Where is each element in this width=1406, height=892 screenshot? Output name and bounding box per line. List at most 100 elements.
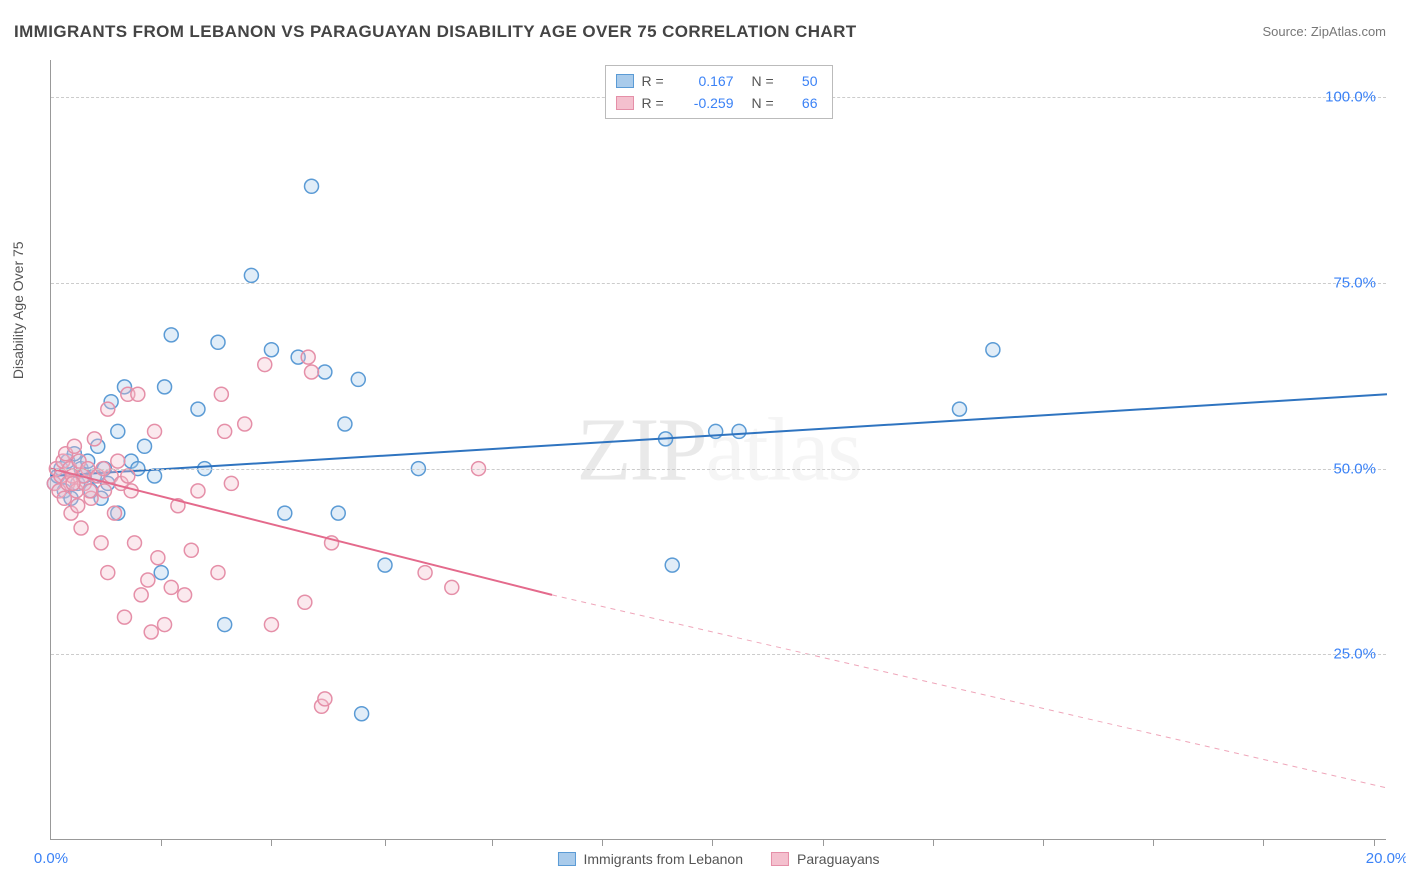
legend-item: Paraguayans	[771, 851, 880, 867]
scatter-point	[264, 618, 278, 632]
x-tick-mark	[385, 839, 386, 846]
scatter-point	[331, 506, 345, 520]
legend-swatch-pink	[616, 96, 634, 110]
scatter-point	[238, 417, 252, 431]
chart-title: IMMIGRANTS FROM LEBANON VS PARAGUAYAN DI…	[14, 22, 857, 42]
scatter-point	[111, 454, 125, 468]
scatter-point	[151, 551, 165, 565]
scatter-point	[318, 692, 332, 706]
legend-swatch-blue	[616, 74, 634, 88]
scatter-point	[305, 365, 319, 379]
scatter-point	[164, 328, 178, 342]
scatter-point	[111, 424, 125, 438]
gridline	[51, 469, 1386, 470]
legend-label: Immigrants from Lebanon	[583, 851, 743, 867]
scatter-point	[138, 439, 152, 453]
scatter-point	[418, 566, 432, 580]
legend-r-label: R =	[642, 70, 670, 92]
scatter-point	[278, 506, 292, 520]
scatter-point	[131, 387, 145, 401]
scatter-point	[732, 424, 746, 438]
scatter-point	[128, 536, 142, 550]
scatter-point	[986, 343, 1000, 357]
scatter-point	[117, 610, 131, 624]
legend-n-label: N =	[752, 92, 780, 114]
x-tick-label: 0.0%	[34, 850, 68, 867]
legend-n-value-pink: 66	[788, 92, 818, 114]
x-tick-mark	[271, 839, 272, 846]
scatter-point	[338, 417, 352, 431]
scatter-point	[158, 380, 172, 394]
scatter-point	[87, 432, 101, 446]
legend-r-value-pink: -0.259	[678, 92, 734, 114]
y-tick-label: 75.0%	[1333, 274, 1376, 291]
legend-stats: R = 0.167 N = 50 R = -0.259 N = 66	[605, 65, 833, 119]
x-tick-mark	[1263, 839, 1264, 846]
scatter-point	[154, 566, 168, 580]
source-label: Source: ZipAtlas.com	[1262, 24, 1386, 39]
trend-line	[51, 394, 1387, 476]
x-tick-mark	[1374, 839, 1375, 846]
scatter-point	[67, 439, 81, 453]
legend-swatch-pink	[771, 852, 789, 866]
y-tick-label: 25.0%	[1333, 646, 1376, 663]
scatter-point	[141, 573, 155, 587]
scatter-point	[445, 580, 459, 594]
scatter-point	[94, 536, 108, 550]
scatter-point	[107, 506, 121, 520]
scatter-point	[301, 350, 315, 364]
y-tick-label: 50.0%	[1333, 460, 1376, 477]
x-tick-mark	[492, 839, 493, 846]
scatter-point	[144, 625, 158, 639]
scatter-point	[184, 543, 198, 557]
chart-svg	[51, 60, 1386, 839]
scatter-point	[71, 499, 85, 513]
scatter-point	[66, 476, 80, 490]
scatter-point	[355, 707, 369, 721]
scatter-point	[134, 588, 148, 602]
x-tick-label: 20.0%	[1366, 850, 1406, 867]
scatter-point	[264, 343, 278, 357]
legend-bottom: Immigrants from Lebanon Paraguayans	[557, 851, 879, 867]
scatter-point	[164, 580, 178, 594]
scatter-point	[148, 424, 162, 438]
x-tick-mark	[823, 839, 824, 846]
scatter-point	[191, 484, 205, 498]
scatter-point	[158, 618, 172, 632]
x-tick-mark	[161, 839, 162, 846]
scatter-point	[101, 402, 115, 416]
gridline	[51, 654, 1386, 655]
scatter-point	[211, 566, 225, 580]
scatter-point	[224, 476, 238, 490]
scatter-point	[74, 521, 88, 535]
legend-r-label: R =	[642, 92, 670, 114]
scatter-point	[298, 595, 312, 609]
legend-n-value-blue: 50	[788, 70, 818, 92]
scatter-point	[218, 618, 232, 632]
scatter-point	[97, 484, 111, 498]
scatter-point	[318, 365, 332, 379]
scatter-point	[378, 558, 392, 572]
scatter-point	[211, 335, 225, 349]
x-tick-mark	[1043, 839, 1044, 846]
scatter-point	[351, 372, 365, 386]
scatter-point	[218, 424, 232, 438]
legend-stats-row: R = -0.259 N = 66	[616, 92, 818, 114]
scatter-point	[83, 484, 97, 498]
y-tick-label: 100.0%	[1325, 89, 1376, 106]
scatter-point	[244, 268, 258, 282]
trend-line	[51, 469, 552, 595]
scatter-point	[191, 402, 205, 416]
scatter-point	[258, 358, 272, 372]
legend-n-label: N =	[752, 70, 780, 92]
scatter-point	[665, 558, 679, 572]
plot-area: ZIPatlas R = 0.167 N = 50 R = -0.259 N =…	[50, 60, 1386, 840]
scatter-point	[178, 588, 192, 602]
trend-line-dashed	[552, 595, 1387, 788]
x-tick-mark	[602, 839, 603, 846]
y-axis-label: Disability Age Over 75	[10, 241, 26, 379]
x-tick-mark	[712, 839, 713, 846]
legend-swatch-blue	[557, 852, 575, 866]
x-tick-mark	[933, 839, 934, 846]
gridline	[51, 283, 1386, 284]
